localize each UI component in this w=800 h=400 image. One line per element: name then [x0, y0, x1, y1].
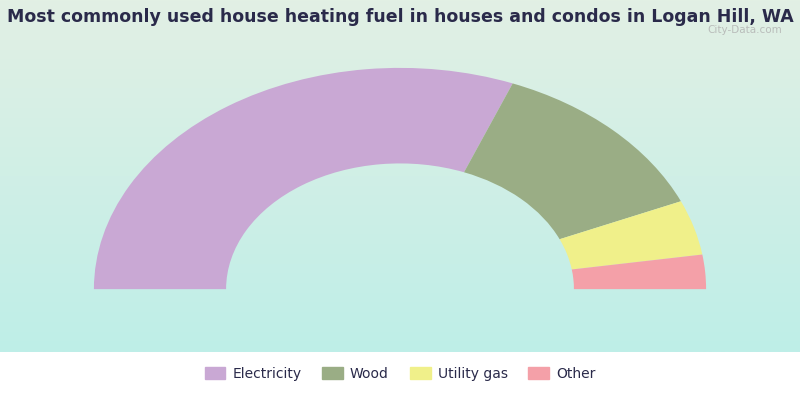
- Wedge shape: [572, 254, 706, 289]
- Wedge shape: [560, 201, 702, 270]
- Wedge shape: [94, 68, 513, 289]
- Text: Most commonly used house heating fuel in houses and condos in Logan Hill, WA: Most commonly used house heating fuel in…: [6, 8, 794, 26]
- Text: City-Data.com: City-Data.com: [708, 25, 782, 35]
- Wedge shape: [464, 84, 681, 239]
- Legend: Electricity, Wood, Utility gas, Other: Electricity, Wood, Utility gas, Other: [199, 362, 601, 386]
